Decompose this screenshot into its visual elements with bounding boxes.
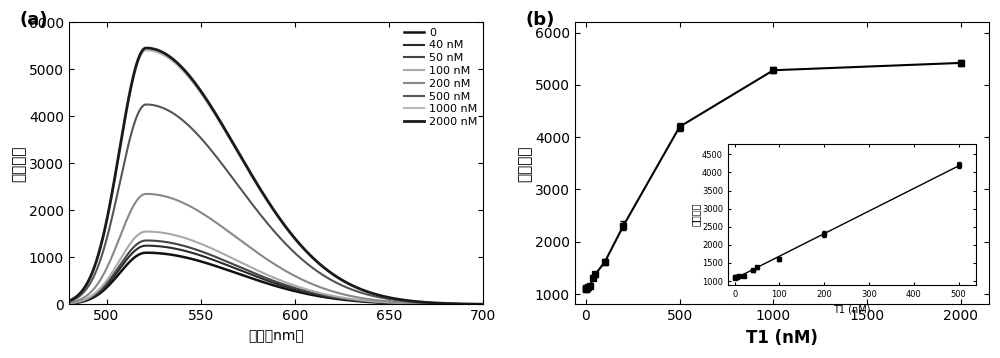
Text: (a): (a) — [19, 11, 48, 29]
Y-axis label: 荧光强度: 荧光强度 — [517, 145, 532, 182]
Y-axis label: 荧光强度: 荧光强度 — [11, 145, 26, 182]
Text: (b): (b) — [525, 11, 554, 29]
X-axis label: 波长（nm）: 波长（nm） — [248, 329, 304, 343]
X-axis label: T1 (nM): T1 (nM) — [746, 329, 818, 347]
Legend: 0, 40 nM, 50 nM, 100 nM, 200 nM, 500 nM, 1000 nM, 2000 nM: 0, 40 nM, 50 nM, 100 nM, 200 nM, 500 nM,… — [404, 28, 477, 127]
